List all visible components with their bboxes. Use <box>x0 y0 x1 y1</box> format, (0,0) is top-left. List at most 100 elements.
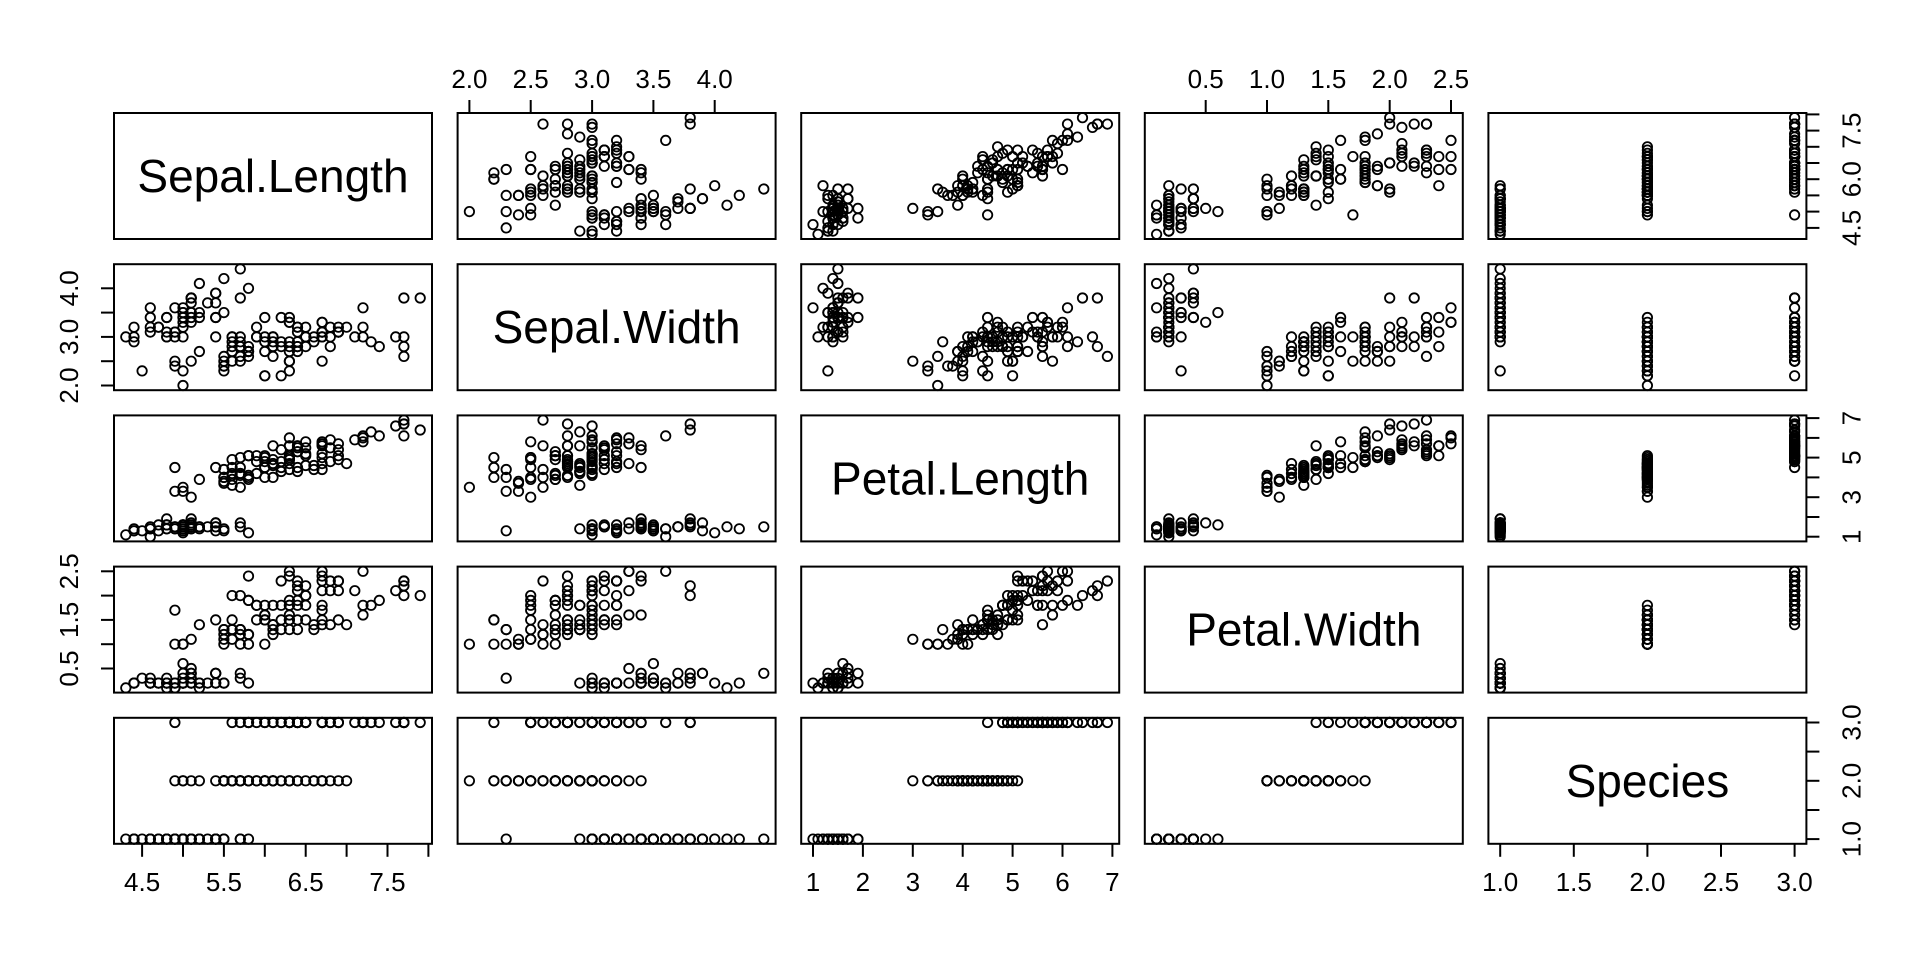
panel-points <box>1494 112 1801 240</box>
scatter-panel-r0-c1 <box>456 112 777 240</box>
scatter-panel-r0-c4 <box>1487 112 1808 240</box>
tick-label: 1 <box>1836 529 1866 543</box>
tick-label: 4.5 <box>124 867 160 897</box>
panel-border <box>1487 565 1808 694</box>
tick-label: 3.0 <box>1777 867 1813 897</box>
panel-points <box>1151 112 1457 240</box>
panel-points <box>120 414 426 543</box>
variable-label: Petal.Width <box>1186 604 1421 656</box>
scatter-panel-r4-c0 <box>113 716 433 845</box>
panel-border <box>113 716 433 845</box>
panel-points <box>807 263 1114 392</box>
variable-label: Sepal.Width <box>493 301 741 353</box>
tick-label: 1.5 <box>54 602 84 638</box>
tick-label: 3 <box>906 867 920 897</box>
tick-label: 4.5 <box>1836 210 1866 246</box>
tick-label: 5 <box>1005 867 1019 897</box>
panel-border <box>1143 716 1464 845</box>
tick-label: 5.5 <box>206 867 242 897</box>
panel-points <box>463 716 770 845</box>
tick-label: 0.5 <box>54 650 84 686</box>
scatter-panel-r3-c0 <box>113 565 433 694</box>
axis-top-3: 0.5 1.0 1.5 2.0 2.5 <box>1188 64 1469 113</box>
tick-label: 2.5 <box>54 553 84 589</box>
tick-label: 4.0 <box>697 64 733 94</box>
panel-points <box>463 112 770 240</box>
scatter-panel-r2-c1 <box>456 414 777 543</box>
axis-right-0: 4.5 6.0 7.5 <box>1806 113 1866 246</box>
panel-border <box>113 112 433 240</box>
tick-label: 2.5 <box>1703 867 1739 897</box>
tick-label: 6.0 <box>1836 161 1866 197</box>
axis-top-1: 2.0 2.5 3.0 3.5 4.0 <box>451 64 733 113</box>
panel-points <box>807 565 1114 694</box>
tick-label: 6 <box>1055 867 1069 897</box>
tick-label: 6.5 <box>288 867 324 897</box>
scatter-panel-r2-c4 <box>1487 414 1808 543</box>
scatter-panel-r3-c4 <box>1487 565 1808 694</box>
tick-label: 3.0 <box>54 319 84 355</box>
diagonal-panel-1: Sepal.Width <box>456 263 777 392</box>
panel-border <box>1143 565 1464 694</box>
panel-border <box>113 263 433 392</box>
scatter-panel-r2-c3 <box>1143 414 1464 543</box>
panel-points <box>1494 414 1801 543</box>
tick-label: 7 <box>1105 867 1119 897</box>
panel-points <box>1151 414 1457 543</box>
panel-border <box>1143 414 1464 543</box>
tick-label: 1 <box>806 867 820 897</box>
panel-points <box>463 414 770 543</box>
variable-label: Species <box>1566 755 1730 807</box>
tick-label: 1.5 <box>1556 867 1592 897</box>
panel-border <box>1143 263 1464 392</box>
panel-border <box>113 414 433 543</box>
panel-border <box>800 263 1121 392</box>
panel-points <box>1494 565 1801 694</box>
panel-border <box>1143 112 1464 240</box>
panel-points <box>1151 716 1457 845</box>
tick-label: 2.0 <box>1836 763 1866 799</box>
tick-label: 3.0 <box>1836 704 1866 740</box>
tick-label: 2.5 <box>1433 64 1469 94</box>
panel-border <box>1487 112 1808 240</box>
panel-border <box>1487 263 1808 392</box>
scatter-panel-r3-c2 <box>800 565 1121 694</box>
panel-border <box>113 565 433 694</box>
diagonal-panel-4: Species <box>1487 716 1808 845</box>
tick-label: 3 <box>1836 490 1866 504</box>
scatter-panel-r1-c4 <box>1487 263 1808 392</box>
scatter-panel-r4-c2 <box>800 716 1121 845</box>
scatter-panel-r1-c0 <box>113 263 433 392</box>
scatter-panel-r4-c1 <box>456 716 777 845</box>
scatter-panel-r3-c1 <box>456 565 777 694</box>
panel-border <box>800 112 1121 240</box>
axis-left-1: 2.0 3.0 4.0 <box>54 270 114 404</box>
panel-border <box>800 716 1121 845</box>
scatter-panel-r1-c2 <box>800 263 1121 392</box>
tick-label: 7.5 <box>1836 113 1866 149</box>
tick-label: 3.5 <box>635 64 671 94</box>
tick-label: 2.0 <box>1372 64 1408 94</box>
tick-label: 5 <box>1836 450 1866 464</box>
panel-points <box>1151 263 1457 392</box>
scatter-panel-r1-c3 <box>1143 263 1464 392</box>
scatter-panel-r0-c2 <box>800 112 1121 240</box>
panel-border <box>456 263 777 392</box>
panel-points <box>1494 263 1801 392</box>
panel-border <box>800 414 1121 543</box>
diagonal-panel-2: Petal.Length <box>800 414 1121 543</box>
tick-label: 2.0 <box>54 367 84 403</box>
panel-border <box>456 716 777 845</box>
panel-points <box>807 716 1114 845</box>
scatter-panel-r0-c3 <box>1143 112 1464 240</box>
axis-bottom-0: 4.5 5.5 6.5 7.5 <box>124 843 430 897</box>
panel-points <box>120 716 426 845</box>
tick-label: 2.5 <box>513 64 549 94</box>
tick-label: 7 <box>1836 411 1866 425</box>
axis-bottom-2: 1 2 3 4 5 6 7 <box>806 843 1120 897</box>
axis-bottom-4: 1.0 1.5 2.0 2.5 3.0 <box>1482 843 1813 897</box>
tick-label: 4.0 <box>54 270 84 306</box>
panel-border <box>456 112 777 240</box>
